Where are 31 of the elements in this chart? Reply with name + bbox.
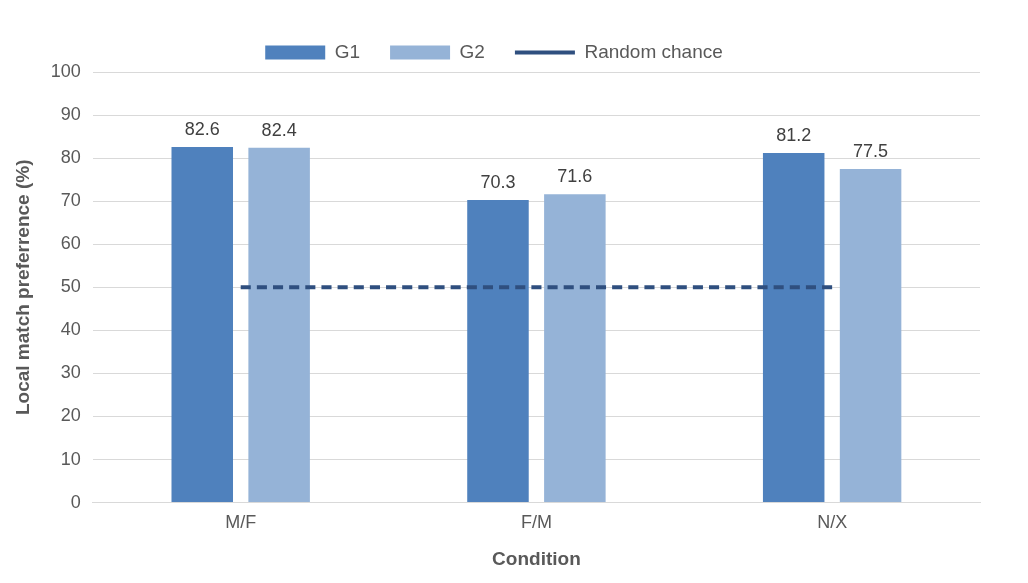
y-tick-label: 50	[60, 276, 81, 297]
y-tick-label: 40	[60, 319, 81, 340]
bar	[248, 147, 310, 503]
y-tick-label: 20	[60, 405, 81, 426]
x-tick-label: M/F	[225, 512, 257, 533]
y-tick-label: 0	[70, 491, 81, 512]
data-label: 82.6	[184, 118, 220, 139]
y-tick-label: 30	[60, 362, 81, 383]
bar	[467, 199, 529, 503]
legend-label: Random chance	[584, 40, 723, 62]
x-tick-label: N/X	[817, 512, 848, 533]
y-tick-label: 100	[50, 60, 81, 81]
x-tick-label: F/M	[520, 512, 552, 533]
bar	[839, 168, 902, 503]
legend-label: G2	[459, 40, 485, 62]
y-tick-label: 60	[60, 233, 81, 254]
y-tick-label: 90	[60, 104, 81, 125]
y-tick-label: 70	[60, 190, 81, 211]
bar	[762, 152, 825, 503]
y-axis-title: Local match preferrence (%)	[11, 159, 33, 416]
y-tick-label: 80	[60, 147, 81, 168]
data-label: 82.4	[261, 119, 297, 140]
y-tick-label: 10	[60, 448, 81, 469]
bar	[544, 194, 606, 503]
data-label: 70.3	[480, 171, 516, 192]
data-label: 77.5	[853, 140, 889, 161]
data-label: 71.6	[557, 166, 593, 187]
x-axis-title: Condition	[492, 547, 581, 569]
legend-label: G1	[334, 40, 361, 62]
data-label: 81.2	[776, 124, 812, 145]
bar	[171, 146, 234, 503]
